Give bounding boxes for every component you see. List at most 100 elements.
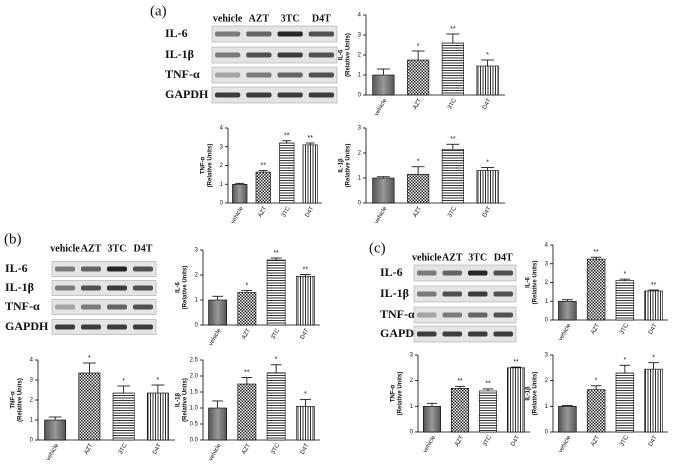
blot-row-label: IL-1β bbox=[5, 280, 34, 294]
blot-band bbox=[468, 312, 488, 318]
y-axis-title: IL-6 bbox=[525, 277, 531, 288]
blot-column-label: AZT bbox=[249, 13, 270, 24]
y-axis-label: IL-1β(Relative Units) bbox=[175, 378, 188, 422]
blot-row-label: IL-6 bbox=[380, 265, 403, 279]
blot-row-label: GAPDH bbox=[165, 87, 209, 101]
x-tick-label: vehicle bbox=[374, 97, 389, 117]
y-tick-label: 3 bbox=[358, 126, 362, 132]
blot-strip bbox=[211, 66, 338, 84]
blot-band bbox=[215, 52, 241, 58]
x-tick-label: 3TC bbox=[619, 322, 630, 335]
x-tick-label: vehicle bbox=[374, 205, 389, 225]
blot-band bbox=[277, 92, 303, 98]
bar bbox=[476, 65, 499, 96]
blot-band bbox=[81, 304, 101, 310]
y-axis-unit: (Relative Units) bbox=[397, 372, 403, 416]
blot-band bbox=[442, 291, 462, 297]
blot-band bbox=[107, 266, 127, 272]
significance-label: ** bbox=[450, 136, 456, 143]
blot-row-label: IL-6 bbox=[165, 26, 188, 40]
x-tick-label: AZT bbox=[412, 206, 423, 219]
x-tick-label: vehicle bbox=[208, 442, 223, 462]
y-axis-unit: (Relative Units) bbox=[345, 144, 351, 188]
y-tick-label: 2 bbox=[195, 273, 199, 279]
y-tick-label: 2 bbox=[358, 151, 362, 157]
blot-row-label: GAPDH bbox=[5, 319, 49, 333]
significance-label: ** bbox=[513, 359, 519, 366]
blot-strip bbox=[211, 86, 338, 104]
x-tick-label: D4T bbox=[648, 323, 659, 336]
significance-label: * bbox=[486, 52, 489, 59]
bar bbox=[146, 392, 169, 441]
y-tick-label: 1.0 bbox=[190, 406, 199, 412]
bar bbox=[296, 406, 315, 441]
y-tick-label: 0 bbox=[545, 318, 549, 324]
blot-band bbox=[442, 270, 462, 276]
blot-band bbox=[308, 72, 334, 78]
significance-label: ** bbox=[485, 381, 491, 388]
blot-band bbox=[107, 304, 127, 310]
significance-label: * bbox=[88, 355, 91, 362]
significance-label: * bbox=[157, 377, 160, 384]
y-axis-label: IL-6(Relative Units) bbox=[175, 266, 188, 310]
y-axis-title: IL-1β bbox=[175, 393, 181, 408]
y-tick-label: 0.5 bbox=[190, 422, 199, 428]
blot-band bbox=[81, 266, 101, 272]
bar-chart: 0 1 2 3 4 IL-6(Relative Units) vehicle * AZT ** 3T… bbox=[338, 13, 505, 117]
significance-label: * bbox=[624, 357, 627, 364]
blot-column-label: 3TC bbox=[281, 13, 300, 24]
bar bbox=[372, 74, 395, 96]
y-tick-label: 2 bbox=[545, 378, 549, 384]
y-tick-label: 3 bbox=[410, 353, 414, 359]
blot-band bbox=[468, 270, 488, 276]
bar bbox=[208, 299, 227, 326]
y-tick-label: 1 bbox=[220, 182, 224, 188]
blot-column-label: AZT bbox=[442, 252, 463, 263]
bar bbox=[479, 390, 497, 433]
bar bbox=[78, 372, 101, 441]
x-tick-label: AZT bbox=[590, 435, 601, 448]
significance-label: * bbox=[652, 355, 655, 362]
y-tick-label: 0 bbox=[220, 201, 224, 207]
blot-band bbox=[468, 331, 488, 337]
y-axis-unit: (Relative Units) bbox=[345, 33, 351, 77]
y-tick-label: 1 bbox=[358, 176, 362, 182]
x-tick-label: 3TC bbox=[447, 205, 458, 218]
bar bbox=[615, 280, 635, 321]
x-tick-label: D4T bbox=[152, 443, 163, 456]
y-axis-title: IL-1β bbox=[338, 158, 344, 173]
y-tick-label: 1.5 bbox=[190, 390, 199, 396]
blot-band bbox=[277, 72, 303, 78]
blot-band bbox=[107, 324, 127, 330]
y-tick-label: 3 bbox=[358, 33, 362, 39]
significance-label: * bbox=[595, 378, 598, 385]
blot-band bbox=[81, 285, 101, 291]
bar bbox=[451, 388, 469, 433]
y-tick-label: 1 bbox=[545, 404, 549, 410]
y-axis-label: TNF-α(Relative Units) bbox=[390, 372, 403, 416]
blot-band bbox=[215, 72, 241, 78]
blot-band bbox=[133, 324, 153, 330]
significance-label: * bbox=[624, 271, 627, 278]
blot-column-label: D4T bbox=[134, 243, 153, 254]
y-tick-label: 4 bbox=[30, 358, 34, 364]
bar bbox=[558, 300, 577, 321]
y-axis-title: TNF-α bbox=[200, 157, 206, 175]
x-tick-label: AZT bbox=[454, 435, 465, 448]
y-tick-label: 1 bbox=[410, 404, 414, 410]
y-tick-label: 1 bbox=[30, 418, 34, 424]
significance-label: ** bbox=[303, 266, 309, 273]
x-tick-label: D4T bbox=[300, 328, 311, 341]
y-tick-label: 1 bbox=[195, 298, 199, 304]
bar bbox=[507, 367, 525, 433]
y-axis-title: IL-1β bbox=[525, 386, 531, 401]
blot-band bbox=[308, 52, 334, 58]
blot-band bbox=[107, 285, 127, 291]
bar bbox=[208, 407, 227, 441]
bar bbox=[644, 368, 663, 433]
x-tick-label: D4T bbox=[510, 435, 521, 448]
bar bbox=[112, 392, 135, 441]
blot-band bbox=[493, 331, 513, 337]
x-tick-label: D4T bbox=[482, 98, 493, 111]
x-tick-label: D4T bbox=[300, 443, 311, 456]
